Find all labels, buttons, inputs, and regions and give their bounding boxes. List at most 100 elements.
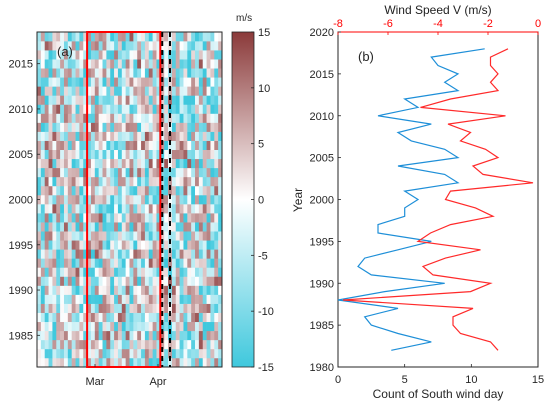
heatmap-cell [137,140,142,151]
heatmap-cell [44,77,49,87]
colorbar-tick-label: 15 [258,27,270,39]
heatmap-cell [40,104,46,114]
heatmap-cell [102,258,107,268]
heatmap-cell [110,50,115,60]
heatmap-cell [71,59,76,69]
heatmap-cell [48,131,53,141]
heatmap-cell [83,86,88,96]
heatmap-cell [198,86,204,96]
heatmap-cell [63,59,69,69]
heatmap-cell [210,167,215,178]
heatmap-cell [75,339,80,350]
heatmap-cell [187,231,192,241]
heatmap-cell [102,122,107,132]
heatmap-cell [114,122,119,132]
heatmap-cell [87,240,92,250]
heatmap-cell [218,176,223,187]
heatmap-cell [141,104,146,114]
heatmap-cell [94,50,99,60]
heatmap-cell [121,267,126,277]
heatmap-cell [195,158,200,169]
heatmap-cell [44,104,49,114]
heatmap-cell [144,204,150,214]
heatmap-cell [183,68,188,78]
heatmap-cell [94,231,99,241]
heatmap-cell [63,303,69,313]
heatmap-cell [79,149,84,160]
panel-a-label: (a) [57,44,73,59]
heatmap-cell [164,222,169,232]
heatmap-cell [214,240,219,250]
heatmap-cell [206,249,211,259]
heatmap-cell [98,194,103,205]
heatmap-cell [133,113,138,123]
heatmap-cell [210,59,215,69]
heatmap-cell [60,357,65,368]
heatmap-cell [37,348,42,359]
y-tick-label: 2000 [310,195,334,207]
heatmap-cell [125,267,130,277]
heatmap-cell [152,276,157,286]
heatmap-cell [202,204,207,214]
heatmap-cell [40,240,46,250]
heatmap-cell [56,68,61,78]
heatmap-cell [110,204,115,214]
heatmap-cell [83,149,88,160]
heatmap-cell [48,95,53,105]
heatmap-cell [40,50,46,60]
heatmap-cell [75,222,80,232]
heatmap-cell [44,185,49,196]
heatmap-cell [179,240,184,250]
heatmap-cell [75,204,80,214]
heatmap-cell [168,149,173,160]
heatmap-cell [48,222,53,232]
heatmap-cell [98,258,103,268]
heatmap-cell [106,104,111,114]
heatmap-cell [133,240,138,250]
heatmap-cell [75,50,80,60]
heatmap-cell [79,249,84,259]
heatmap-cell [195,348,200,359]
heatmap-cell [171,339,177,350]
heatmap-cell [102,131,107,141]
heatmap-cell [67,32,72,42]
colorbar [231,31,255,368]
heatmap-cell [218,149,223,160]
heatmap-cell [175,176,180,187]
heatmap-cell [210,339,215,350]
heatmap-cell [71,77,76,87]
heatmap-cell [191,240,196,250]
x2-tick-label: -6 [383,18,393,30]
heatmap-cell [56,204,61,214]
heatmap-cell [98,240,103,250]
heatmap-cell [152,95,157,105]
heatmap-cell [144,357,150,368]
heatmap-cell [79,113,84,123]
heatmap-cell [90,249,96,259]
heatmap-cell [40,185,46,196]
heatmap-cell [114,231,119,241]
heatmap-cell [137,158,142,169]
heatmap-cell [152,312,157,323]
heatmap-cell [117,50,123,60]
heatmap-cell [102,68,107,78]
heatmap-cell [60,113,65,123]
heatmap-cell [75,176,80,187]
heatmap-cell [71,339,76,350]
heatmap-cell [56,167,61,178]
heatmap-cell [218,185,223,196]
heatmap-cell [214,348,219,359]
heatmap-cell [129,158,134,169]
heatmap-cell [102,348,107,359]
heatmap-cell [87,167,92,178]
heatmap-cell [133,276,138,286]
heatmap-cell [206,68,211,78]
heatmap-cell [37,95,42,105]
heatmap-cell [191,294,196,304]
heatmap-cell [218,348,223,359]
colorbar-tick-label: 10 [258,83,270,95]
heatmap-cell [87,357,92,368]
heatmap-cell [129,285,134,295]
heatmap-cell [114,267,119,277]
heatmap-cell [195,204,200,214]
